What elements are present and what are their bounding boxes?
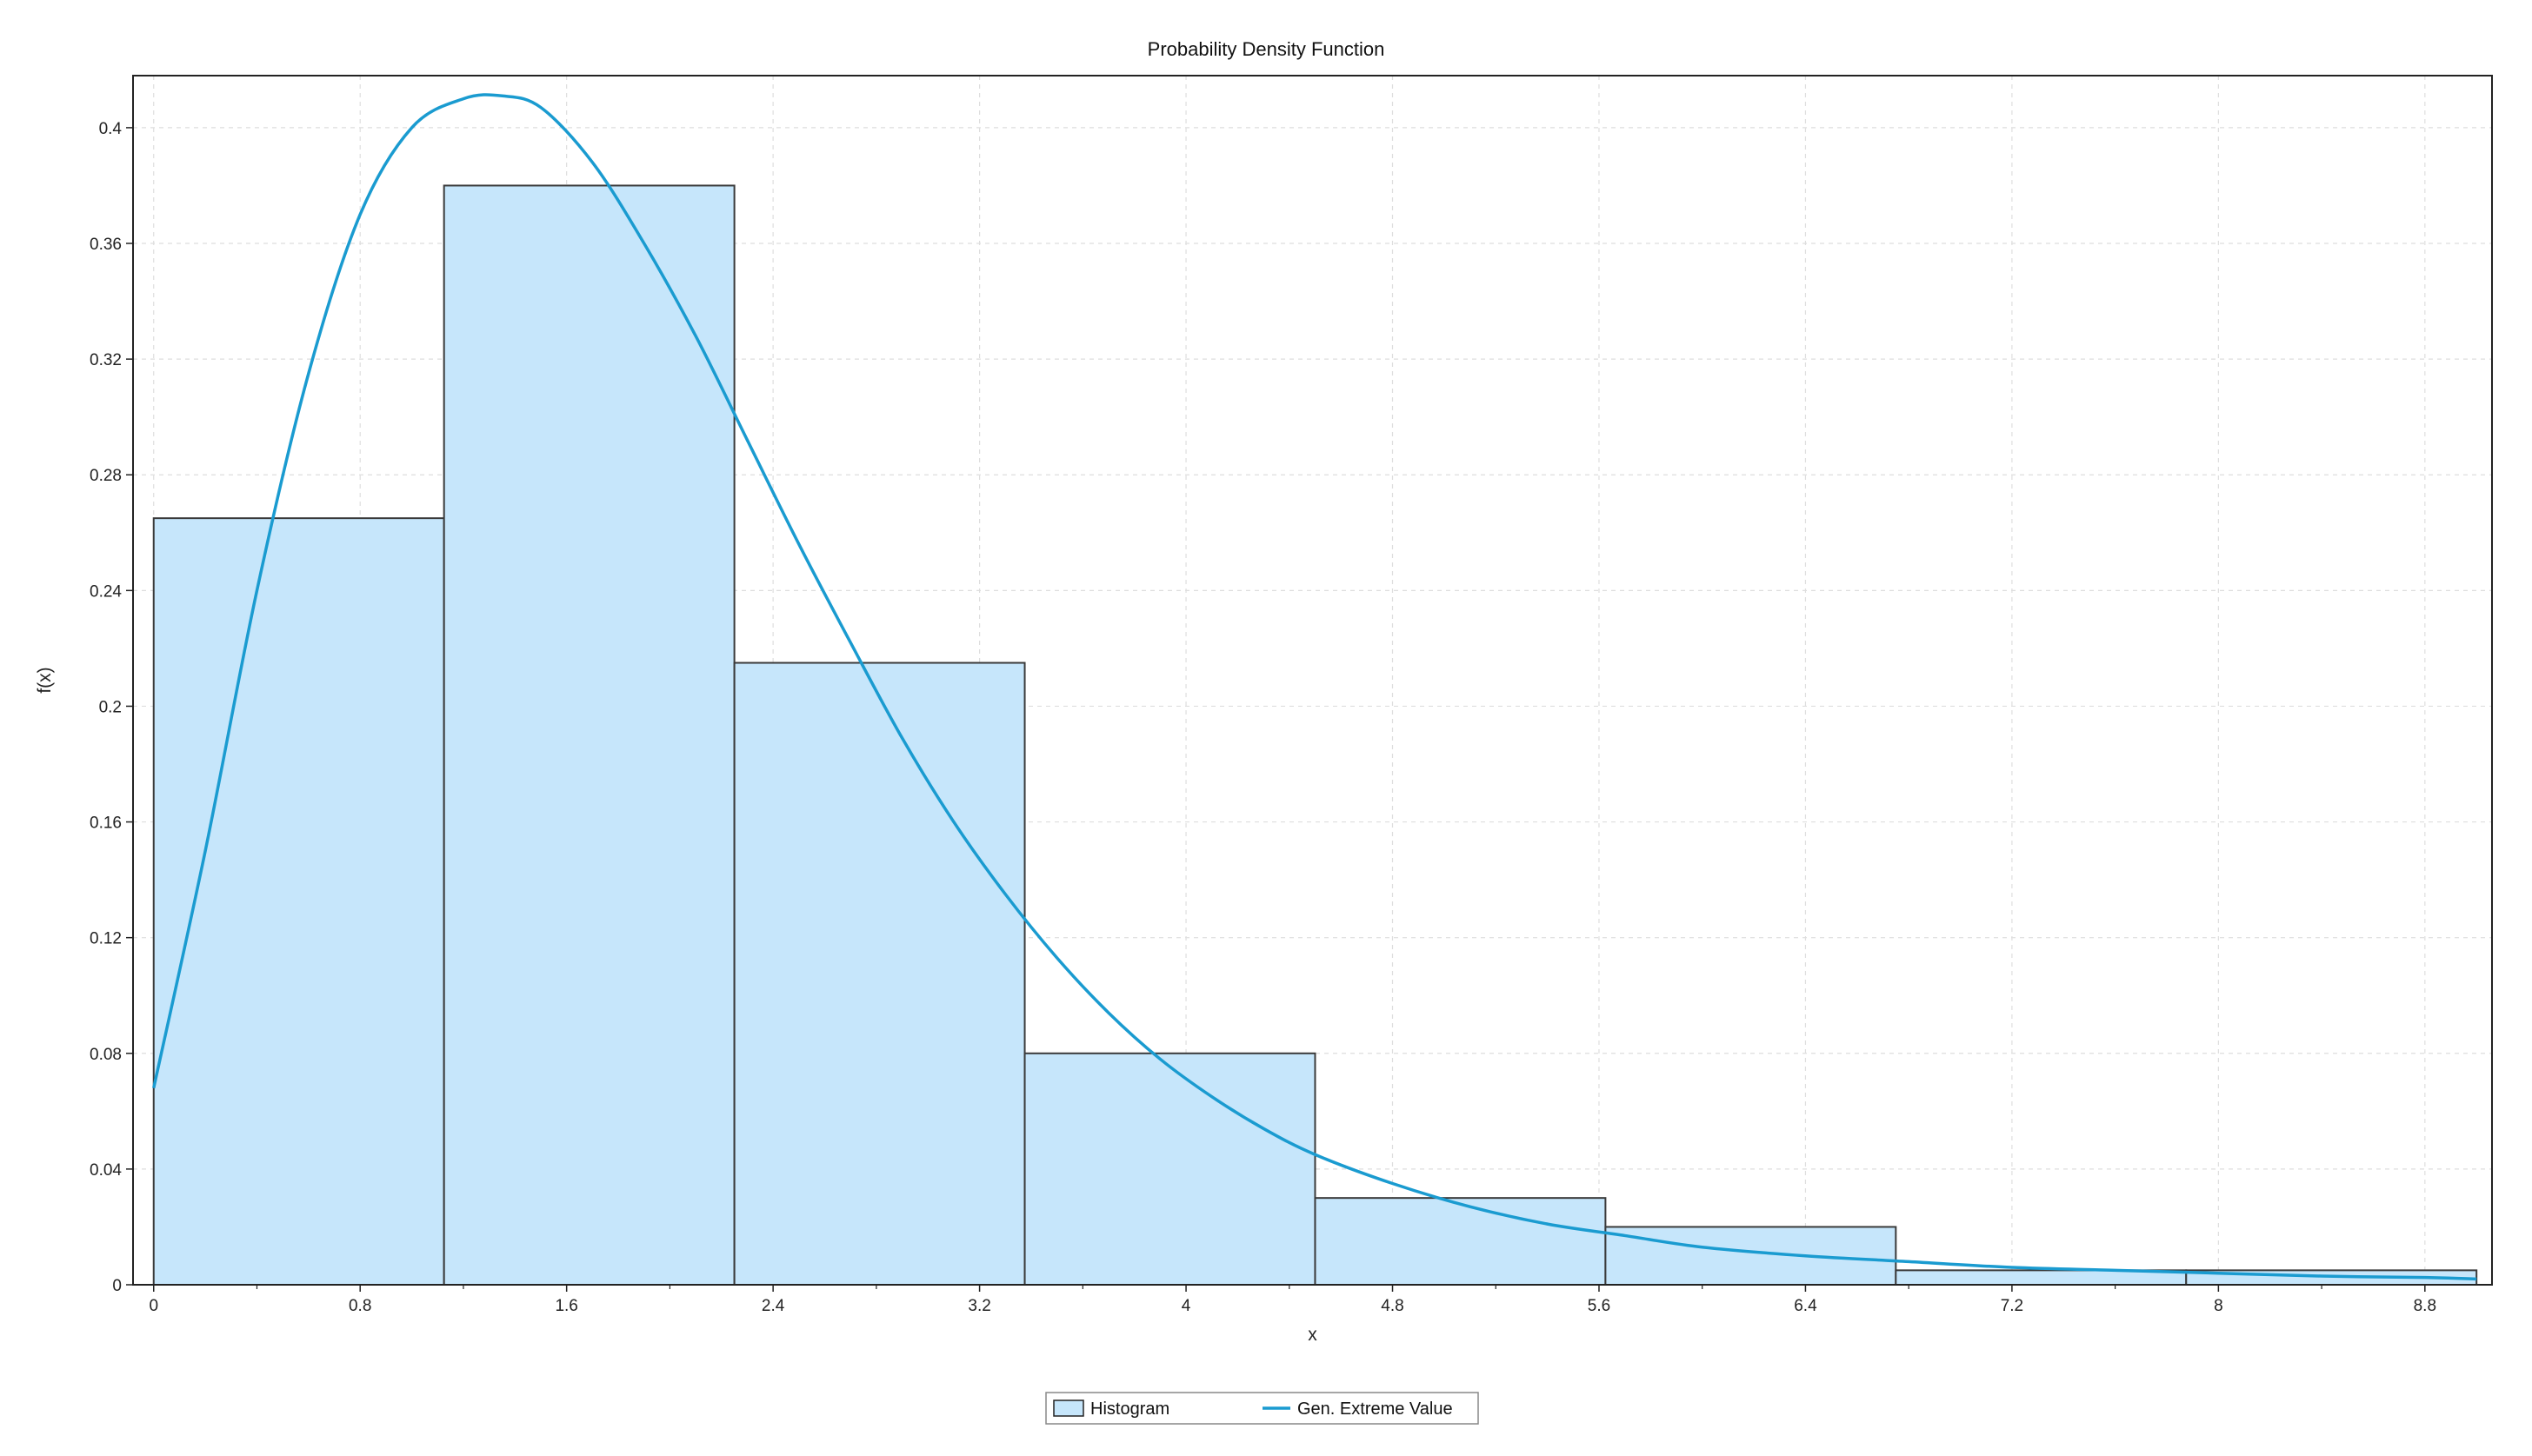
gev-curve-layer <box>152 93 2477 1281</box>
y-tick-label: 0 <box>112 1277 122 1295</box>
legend-histogram-swatch <box>1053 1399 1084 1417</box>
histogram-bar <box>1023 1052 1316 1286</box>
x-tick-label: 5.6 <box>1588 1297 1610 1315</box>
histogram-bars <box>152 184 2478 1286</box>
legend-box <box>1045 1392 1479 1425</box>
y-tick-label: 0.36 <box>90 236 122 254</box>
x-tick-label: 2.4 <box>762 1297 785 1315</box>
x-tick-label: 0.8 <box>349 1297 371 1315</box>
legend: Histogram Gen. Extreme Value <box>1045 1392 1479 1425</box>
x-tick-label: 8.8 <box>2414 1297 2436 1315</box>
x-tick-label: 0 <box>149 1297 158 1315</box>
histogram-bar <box>1604 1226 1897 1286</box>
y-tick-label: 0.12 <box>90 930 122 948</box>
y-tick-label: 0.24 <box>90 582 122 601</box>
y-tick-label: 0.4 <box>99 120 123 138</box>
x-tick-label: 7.2 <box>2001 1297 2023 1315</box>
y-axis-label: f(x) <box>35 667 55 693</box>
x-tick-label: 4.8 <box>1381 1297 1403 1315</box>
x-axis-label: x <box>1308 1325 1317 1345</box>
histogram-bar <box>1314 1197 1607 1286</box>
y-tick-label: 0.2 <box>99 698 122 716</box>
x-tick-label: 3.2 <box>968 1297 990 1315</box>
histogram-bar <box>733 662 1026 1286</box>
y-tick-label: 0.28 <box>90 467 122 485</box>
axes: 0 0.04 0.08 0.12 0.16 0.2 0.24 0.28 0.32 0.36 0.4 0… <box>90 120 2436 1315</box>
y-tick-label: 0.04 <box>90 1161 122 1180</box>
legend-histogram-label: Histogram <box>1090 1399 1169 1419</box>
x-tick-label: 1.6 <box>555 1297 577 1315</box>
histogram-bar <box>443 184 736 1286</box>
gev-curve <box>152 93 2477 1281</box>
x-tick-label: 4 <box>1182 1297 1191 1315</box>
chart-title: Probability Density Function <box>1148 38 1385 60</box>
legend-gev-label: Gen. Extreme Value <box>1297 1399 1453 1419</box>
y-tick-label: 0.16 <box>90 814 122 833</box>
y-tick-label: 0.32 <box>90 351 122 369</box>
y-tick-label: 0.08 <box>90 1046 122 1064</box>
plot-frame <box>132 75 2493 1286</box>
x-tick-label: 6.4 <box>1794 1297 1817 1315</box>
histogram-bar <box>152 517 445 1286</box>
x-tick-label: 8 <box>2214 1297 2223 1315</box>
